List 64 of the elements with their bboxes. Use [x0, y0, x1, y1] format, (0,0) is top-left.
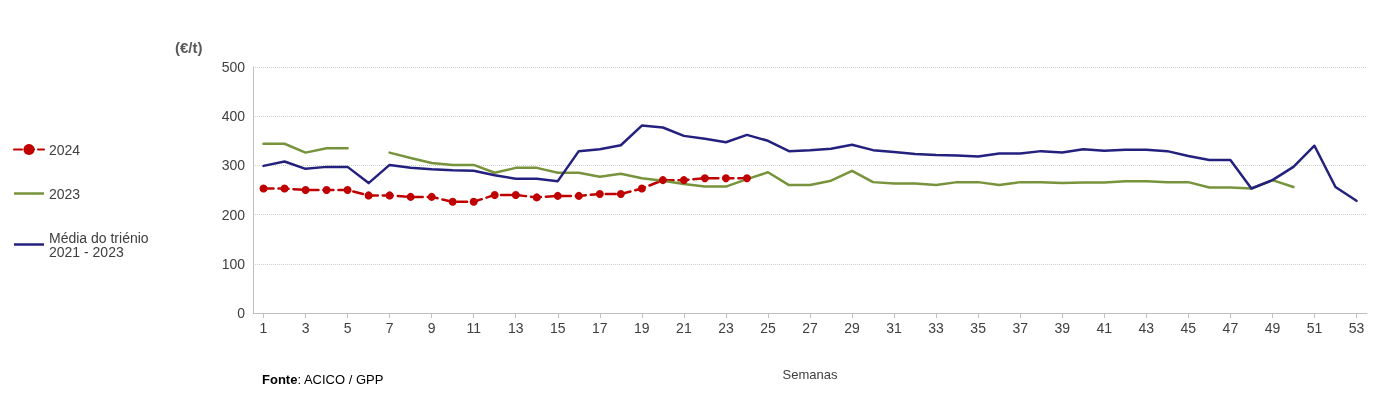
- legend-label: 2023: [49, 185, 81, 202]
- point: [469, 197, 478, 206]
- point: [511, 190, 520, 199]
- x-tick-label: 9: [427, 320, 436, 336]
- point: [343, 186, 352, 194]
- x-tick-label: 25: [760, 320, 776, 336]
- point: [301, 186, 310, 194]
- y-tick-label: 500: [221, 59, 246, 75]
- x-axis-title: Semanas: [782, 367, 838, 382]
- x-tick-label: 39: [1054, 320, 1071, 336]
- x-tick-label: 11: [466, 320, 482, 336]
- y-tick-label: 0: [237, 305, 246, 321]
- point: [742, 174, 751, 183]
- x-tick-label: 37: [1012, 320, 1029, 336]
- point: [322, 186, 331, 194]
- x-tick-label: 41: [1096, 320, 1113, 336]
- point: [259, 184, 268, 193]
- point: [658, 176, 667, 185]
- point: [385, 191, 394, 200]
- x-tick-label: 13: [507, 320, 524, 336]
- point: [532, 193, 541, 202]
- point: [595, 189, 604, 198]
- x-tick-label: 35: [970, 320, 987, 336]
- point: [406, 192, 415, 201]
- x-tick-label: 45: [1180, 320, 1197, 336]
- point: [427, 192, 436, 201]
- x-tick-label: 31: [886, 320, 903, 336]
- x-tick-label: 51: [1306, 320, 1323, 336]
- line-series: [262, 124, 1358, 203]
- point: [700, 174, 709, 183]
- x-tick-label: 17: [592, 320, 608, 336]
- x-tick-label: 23: [718, 320, 734, 336]
- x-tick-label: 53: [1348, 320, 1365, 336]
- x-tick-label: 5: [343, 320, 352, 336]
- point: [490, 190, 499, 199]
- y-tick-label: 100: [221, 255, 246, 272]
- x-tick-label: 15: [549, 320, 566, 336]
- point: [574, 191, 583, 200]
- point: [721, 174, 730, 183]
- y-tick-label: 300: [221, 157, 246, 174]
- y-tick-label: 400: [221, 108, 246, 125]
- x-tick-label: 21: [676, 320, 692, 336]
- y-axis-title: (€/t): [175, 39, 203, 56]
- point: [679, 176, 688, 185]
- x-tick-label: 19: [634, 320, 650, 336]
- x-tick-label: 43: [1138, 320, 1155, 336]
- x-tick-label: 7: [385, 320, 394, 336]
- point: [637, 184, 646, 193]
- x-tick-label: 49: [1264, 320, 1281, 336]
- point: [616, 189, 625, 198]
- legend-label: 2024: [49, 141, 81, 158]
- point: [448, 197, 457, 206]
- x-tick-label: 47: [1222, 320, 1239, 336]
- point: [553, 191, 562, 200]
- x-tick-label: 29: [844, 320, 861, 336]
- x-tick-label: 3: [301, 320, 310, 336]
- point: [280, 184, 289, 193]
- y-tick-label: 200: [221, 206, 246, 223]
- point: [364, 191, 373, 200]
- source-note: Fonte: ACICO / GPP: [262, 372, 384, 387]
- x-tick-label: 27: [802, 320, 818, 336]
- legend-label: Média do triénio 2021 - 2023: [49, 229, 153, 260]
- x-tick-label: 1: [259, 320, 268, 336]
- x-tick-label: 33: [928, 320, 945, 336]
